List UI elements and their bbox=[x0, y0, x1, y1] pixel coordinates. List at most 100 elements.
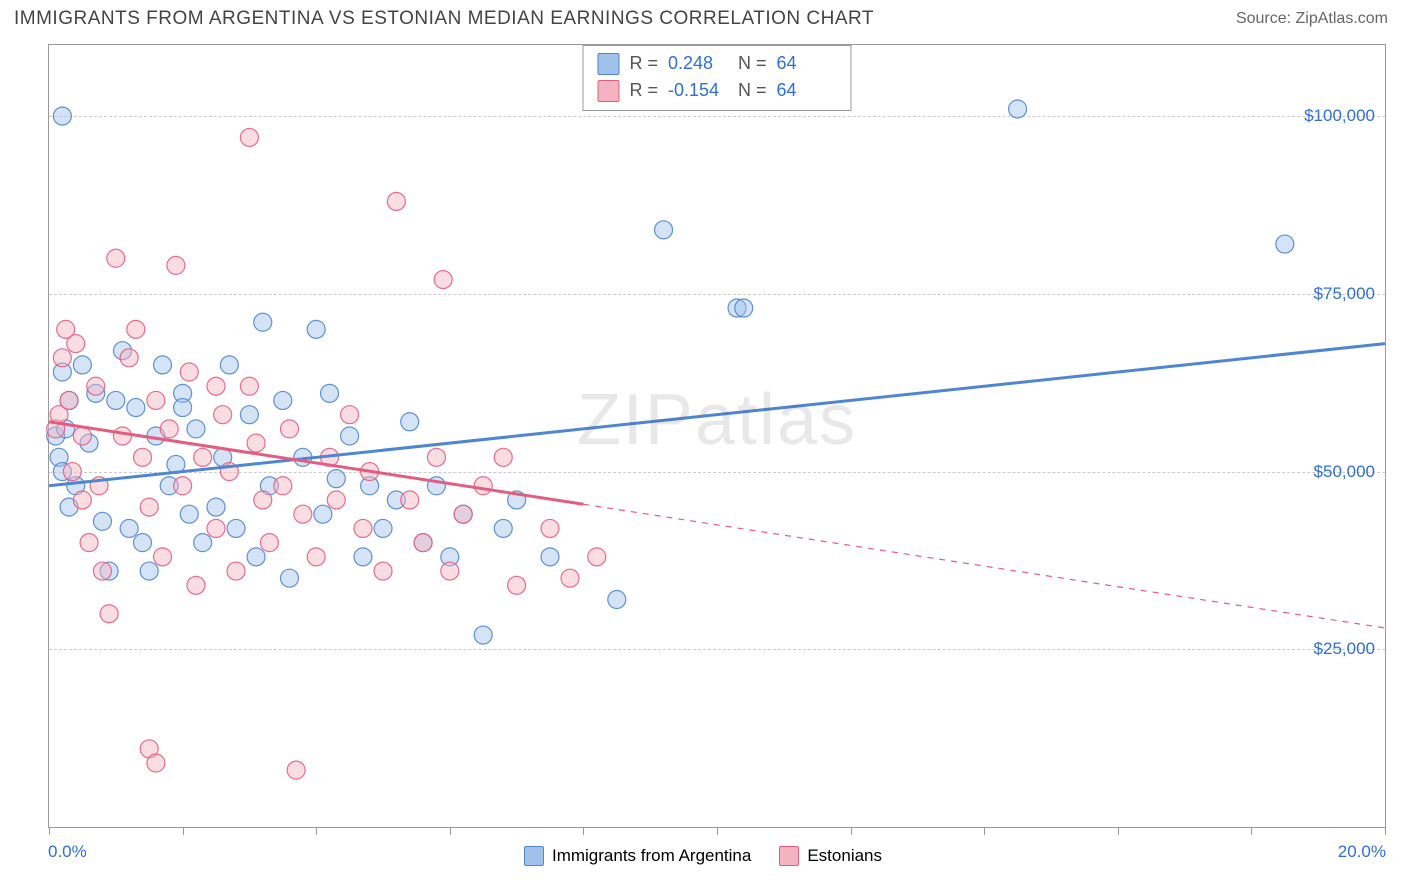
data-point bbox=[414, 534, 432, 552]
data-point bbox=[93, 512, 111, 530]
data-point bbox=[541, 519, 559, 537]
data-point bbox=[341, 427, 359, 445]
data-point bbox=[240, 406, 258, 424]
n-label: N = bbox=[738, 50, 767, 77]
data-point bbox=[60, 391, 78, 409]
data-point bbox=[53, 107, 71, 125]
data-point bbox=[207, 377, 225, 395]
data-point bbox=[63, 463, 81, 481]
x-tick bbox=[316, 827, 317, 835]
data-point bbox=[247, 434, 265, 452]
data-point bbox=[588, 548, 606, 566]
data-point bbox=[321, 384, 339, 402]
data-point bbox=[140, 562, 158, 580]
data-point bbox=[180, 363, 198, 381]
data-point bbox=[247, 548, 265, 566]
data-point bbox=[127, 399, 145, 417]
data-point bbox=[280, 569, 298, 587]
data-point bbox=[401, 413, 419, 431]
data-point bbox=[113, 427, 131, 445]
data-point bbox=[134, 448, 152, 466]
data-point bbox=[341, 406, 359, 424]
y-tick-label: $100,000 bbox=[1304, 106, 1375, 126]
data-point bbox=[1009, 100, 1027, 118]
x-tick bbox=[1251, 827, 1252, 835]
data-point bbox=[134, 534, 152, 552]
data-point bbox=[327, 491, 345, 509]
data-point bbox=[401, 491, 419, 509]
scatter-svg bbox=[49, 45, 1385, 827]
y-tick-label: $50,000 bbox=[1314, 462, 1375, 482]
data-point bbox=[187, 420, 205, 438]
data-point bbox=[140, 498, 158, 516]
r-label: R = bbox=[629, 77, 658, 104]
x-tick bbox=[717, 827, 718, 835]
data-point bbox=[87, 377, 105, 395]
y-tick-label: $75,000 bbox=[1314, 284, 1375, 304]
data-point bbox=[494, 448, 512, 466]
data-point bbox=[174, 399, 192, 417]
data-point bbox=[227, 519, 245, 537]
data-point bbox=[387, 192, 405, 210]
legend-item: Immigrants from Argentina bbox=[524, 846, 751, 866]
data-point bbox=[194, 534, 212, 552]
data-point bbox=[274, 391, 292, 409]
data-point bbox=[73, 491, 91, 509]
data-point bbox=[127, 320, 145, 338]
x-tick bbox=[450, 827, 451, 835]
chart-title: IMMIGRANTS FROM ARGENTINA VS ESTONIAN ME… bbox=[14, 8, 874, 30]
data-point bbox=[73, 427, 91, 445]
data-point bbox=[67, 335, 85, 353]
data-point bbox=[314, 505, 332, 523]
data-point bbox=[474, 626, 492, 644]
trend-line-dashed bbox=[583, 504, 1385, 628]
data-point bbox=[508, 576, 526, 594]
data-point bbox=[53, 349, 71, 367]
data-point bbox=[80, 534, 98, 552]
data-point bbox=[187, 576, 205, 594]
data-point bbox=[93, 562, 111, 580]
data-point bbox=[120, 519, 138, 537]
n-label: N = bbox=[738, 77, 767, 104]
data-point bbox=[240, 377, 258, 395]
data-point bbox=[207, 519, 225, 537]
data-point bbox=[154, 356, 172, 374]
legend-swatch bbox=[779, 846, 799, 866]
data-point bbox=[227, 562, 245, 580]
legend-swatch bbox=[597, 80, 619, 102]
data-point bbox=[287, 761, 305, 779]
data-point bbox=[147, 754, 165, 772]
data-point bbox=[307, 320, 325, 338]
data-point bbox=[107, 249, 125, 267]
data-point bbox=[274, 477, 292, 495]
data-point bbox=[354, 548, 372, 566]
x-axis-max-label: 20.0% bbox=[1338, 842, 1386, 862]
data-point bbox=[100, 605, 118, 623]
data-point bbox=[107, 391, 125, 409]
correlation-legend-row: R =0.248N =64 bbox=[597, 50, 836, 77]
legend-swatch bbox=[597, 53, 619, 75]
data-point bbox=[147, 391, 165, 409]
data-point bbox=[374, 562, 392, 580]
data-point bbox=[220, 356, 238, 374]
chart-header: IMMIGRANTS FROM ARGENTINA VS ESTONIAN ME… bbox=[0, 0, 1406, 36]
y-tick-label: $25,000 bbox=[1314, 639, 1375, 659]
data-point bbox=[254, 313, 272, 331]
r-value: 0.248 bbox=[668, 50, 728, 77]
series-legend: Immigrants from Argentina Estonians bbox=[524, 846, 882, 866]
data-point bbox=[294, 505, 312, 523]
legend-swatch bbox=[524, 846, 544, 866]
data-point bbox=[260, 534, 278, 552]
data-point bbox=[327, 470, 345, 488]
data-point bbox=[441, 562, 459, 580]
data-point bbox=[1276, 235, 1294, 253]
data-point bbox=[434, 271, 452, 289]
x-tick bbox=[49, 827, 50, 835]
data-point bbox=[427, 448, 445, 466]
r-label: R = bbox=[629, 50, 658, 77]
legend-item: Estonians bbox=[779, 846, 882, 866]
data-point bbox=[120, 349, 138, 367]
x-tick bbox=[583, 827, 584, 835]
legend-label: Immigrants from Argentina bbox=[552, 846, 751, 866]
x-tick bbox=[183, 827, 184, 835]
